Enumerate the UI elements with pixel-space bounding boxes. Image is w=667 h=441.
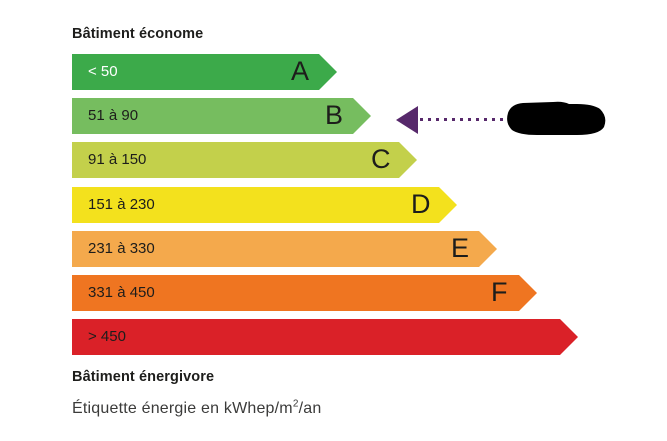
- caption-economical-building: Bâtiment économe: [72, 26, 204, 42]
- bar-shape: [72, 187, 457, 223]
- bar-shape: [72, 142, 417, 178]
- bar-class-letter: C: [371, 144, 391, 174]
- caption-energy-unit: Étiquette énergie en kWhep/m2/an: [72, 398, 322, 418]
- arrow-leader-dotted-line: [420, 118, 510, 121]
- bar-shape: [72, 275, 537, 311]
- unit-exponent: 2: [292, 398, 299, 410]
- bar-range-label: 331 à 450: [88, 284, 155, 301]
- bar-class-letter: E: [451, 233, 470, 263]
- energy-class-bar-c: 91 à 150 C: [72, 142, 417, 178]
- caption-energy-hungry-building: Bâtiment énergivore: [72, 369, 215, 385]
- bar-shape: [72, 54, 337, 90]
- bar-shape: [72, 231, 497, 267]
- bar-range-label: 91 à 150: [88, 151, 147, 168]
- bar-class-letter: F: [491, 277, 508, 307]
- bar-range-label: 231 à 330: [88, 240, 155, 257]
- bar-class-letter: B: [325, 100, 344, 130]
- bar-shape: [72, 319, 578, 355]
- energy-class-bar-a: < 50 A: [72, 54, 337, 90]
- energy-class-bar-e: 231 à 330 E: [72, 231, 497, 267]
- bar-range-label: < 50: [88, 63, 118, 80]
- energy-class-bar-g: > 450: [72, 319, 578, 355]
- redaction-blob: [507, 101, 606, 135]
- bar-shape: [72, 98, 371, 134]
- energy-class-bar-f: 331 à 450 F: [72, 275, 537, 311]
- current-class-arrow-icon: [396, 106, 418, 134]
- bar-range-label: 151 à 230: [88, 196, 155, 213]
- energy-class-bar-d: 151 à 230 D: [72, 187, 457, 223]
- energy-class-bar-b: 51 à 90 B: [72, 98, 371, 134]
- bar-range-label: > 450: [88, 328, 126, 345]
- bar-class-letter: D: [411, 189, 431, 219]
- unit-suffix: /an: [298, 400, 322, 417]
- bar-class-letter: A: [291, 56, 310, 86]
- unit-prefix: Étiquette énergie en kWhep/m: [72, 400, 293, 417]
- bar-range-label: 51 à 90: [88, 107, 139, 124]
